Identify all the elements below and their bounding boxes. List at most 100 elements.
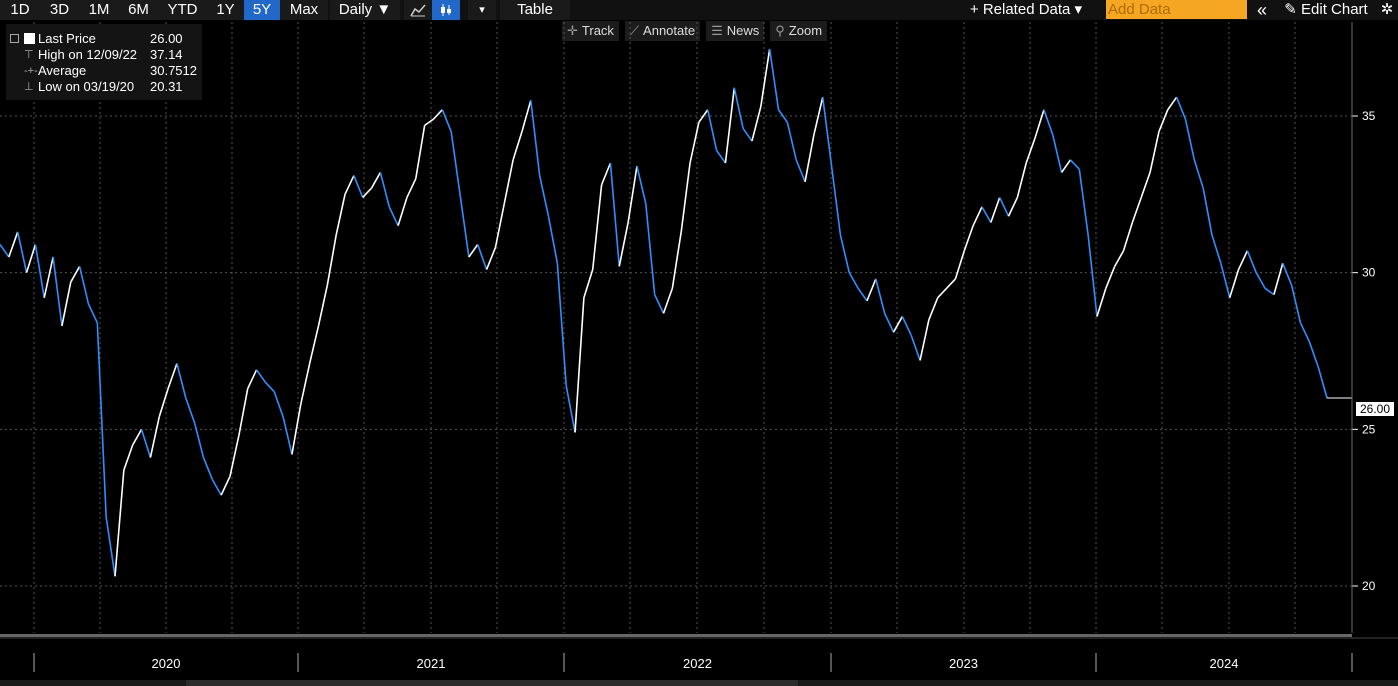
price-segment — [476, 244, 488, 270]
price-segment — [1096, 288, 1107, 317]
price-segment — [149, 416, 161, 458]
price-segment — [600, 162, 612, 186]
legend-name: Last Price — [38, 31, 96, 46]
price-segment — [1113, 250, 1125, 267]
track-button[interactable]: ✛ Track — [562, 21, 619, 41]
price-segment — [821, 97, 833, 167]
price-segment — [282, 416, 293, 455]
price-segment — [291, 404, 302, 455]
price-segment — [432, 109, 443, 120]
price-segment — [1060, 159, 1072, 173]
legend-row-low: ⊥ Low on 03/19/20 20.31 — [6, 79, 202, 95]
price-segment — [998, 197, 1010, 217]
price-segment — [1228, 269, 1240, 298]
price-segment — [255, 369, 267, 383]
price-segment — [875, 278, 886, 314]
price-segment — [1140, 172, 1151, 198]
range-button-6m[interactable]: 6M — [119, 0, 158, 20]
price-segment — [680, 162, 691, 233]
chart-toolbar: 1D 3D 1M 6M YTD 1Y 5Y Max Daily ▼ ▾ Tabl… — [0, 0, 1398, 20]
legend-name: Average — [38, 63, 87, 78]
frequency-dropdown[interactable]: Daily ▼ — [330, 0, 400, 20]
price-segment — [317, 285, 329, 327]
price-segment — [87, 303, 99, 324]
price-segment — [459, 194, 470, 258]
high-marker-icon: ⊤ — [24, 49, 34, 61]
range-button-5y[interactable]: 5Y — [244, 0, 280, 20]
price-segment — [910, 335, 921, 361]
price-segment — [883, 313, 895, 333]
line-chart-icon[interactable] — [404, 0, 432, 20]
candlestick-chart-icon[interactable] — [432, 0, 460, 20]
price-segment — [521, 100, 532, 132]
price-segment — [1184, 118, 1196, 161]
y-axis: 20 25 30 35 — [1351, 22, 1376, 633]
price-segment — [760, 48, 771, 107]
range-button-3d[interactable]: 3D — [40, 0, 79, 20]
range-button-1d[interactable]: 1D — [0, 0, 40, 20]
price-segment — [485, 247, 497, 270]
range-button-1m[interactable]: 1M — [79, 0, 119, 20]
legend-name: Low on 03/19/20 — [38, 79, 135, 94]
chart-tools-bar: ✛ Track ⟋ Annotate ☰ News ⚲ Zoom — [562, 21, 828, 41]
price-segment — [264, 381, 275, 393]
add-data-input[interactable] — [1106, 0, 1247, 19]
scrollbar-thumb — [186, 680, 798, 686]
price-segment — [848, 272, 859, 289]
price-segment — [52, 256, 63, 327]
range-button-1y[interactable]: 1Y — [207, 0, 244, 20]
edit-chart-button[interactable]: ✎ Edit Chart — [1284, 1, 1368, 18]
price-segment — [715, 150, 727, 164]
price-segment — [0, 244, 10, 258]
price-segment — [494, 203, 506, 248]
price-segment — [1290, 285, 1302, 323]
price-segment — [185, 397, 196, 424]
price-segment — [344, 175, 355, 195]
price-segment — [609, 162, 621, 267]
price-segment — [123, 444, 134, 471]
price-segment — [591, 184, 603, 270]
price-segment — [1246, 250, 1257, 273]
legend-value: 30.7512 — [150, 63, 197, 78]
price-segment — [1167, 96, 1178, 111]
navigator-bar — [0, 634, 1352, 637]
range-button-max[interactable]: Max — [280, 0, 328, 20]
table-button[interactable]: Table — [500, 0, 570, 20]
price-segment — [450, 131, 461, 195]
chart-type-dropdown-icon[interactable]: ▾ — [468, 0, 496, 20]
collapse-box-icon[interactable] — [10, 34, 19, 43]
price-segment — [733, 87, 744, 129]
price-segment — [1282, 262, 1293, 286]
y-tick-label: 30 — [1362, 266, 1376, 280]
legend-row-last-price[interactable]: Last Price 26.00 — [6, 31, 202, 47]
price-segment — [1220, 263, 1231, 298]
price-segment — [415, 125, 426, 179]
price-segment — [866, 278, 877, 302]
news-button[interactable]: ☰ News — [706, 21, 765, 41]
x-tick-label: 2024 — [1210, 656, 1239, 671]
settings-gear-icon[interactable]: ✲ — [1380, 1, 1394, 18]
price-segment — [706, 109, 718, 151]
range-button-ytd[interactable]: YTD — [158, 0, 207, 20]
price-segment — [308, 325, 320, 364]
price-segment — [653, 294, 665, 314]
price-segment — [167, 363, 178, 389]
collapse-icon[interactable]: « — [1256, 0, 1267, 20]
legend-value: 26.00 — [150, 31, 183, 46]
related-data-dropdown[interactable]: + Related Data ▾ — [969, 1, 1083, 18]
price-segment — [25, 244, 37, 273]
price-segment — [1034, 109, 1045, 139]
price-segment — [1051, 134, 1063, 173]
price-segment — [362, 187, 373, 199]
annotate-button[interactable]: ⟋ Annotate — [624, 21, 701, 41]
price-segment — [1193, 159, 1204, 189]
price-segment — [114, 470, 125, 577]
zoom-button[interactable]: ⚲ Zoom — [770, 21, 828, 41]
price-segment — [1069, 159, 1080, 170]
legend-row-average: -+- Average 30.7512 — [6, 63, 202, 79]
price-segment — [1175, 96, 1187, 120]
price-segment — [1158, 109, 1169, 132]
price-segment — [839, 234, 851, 273]
price-segment — [742, 128, 753, 142]
